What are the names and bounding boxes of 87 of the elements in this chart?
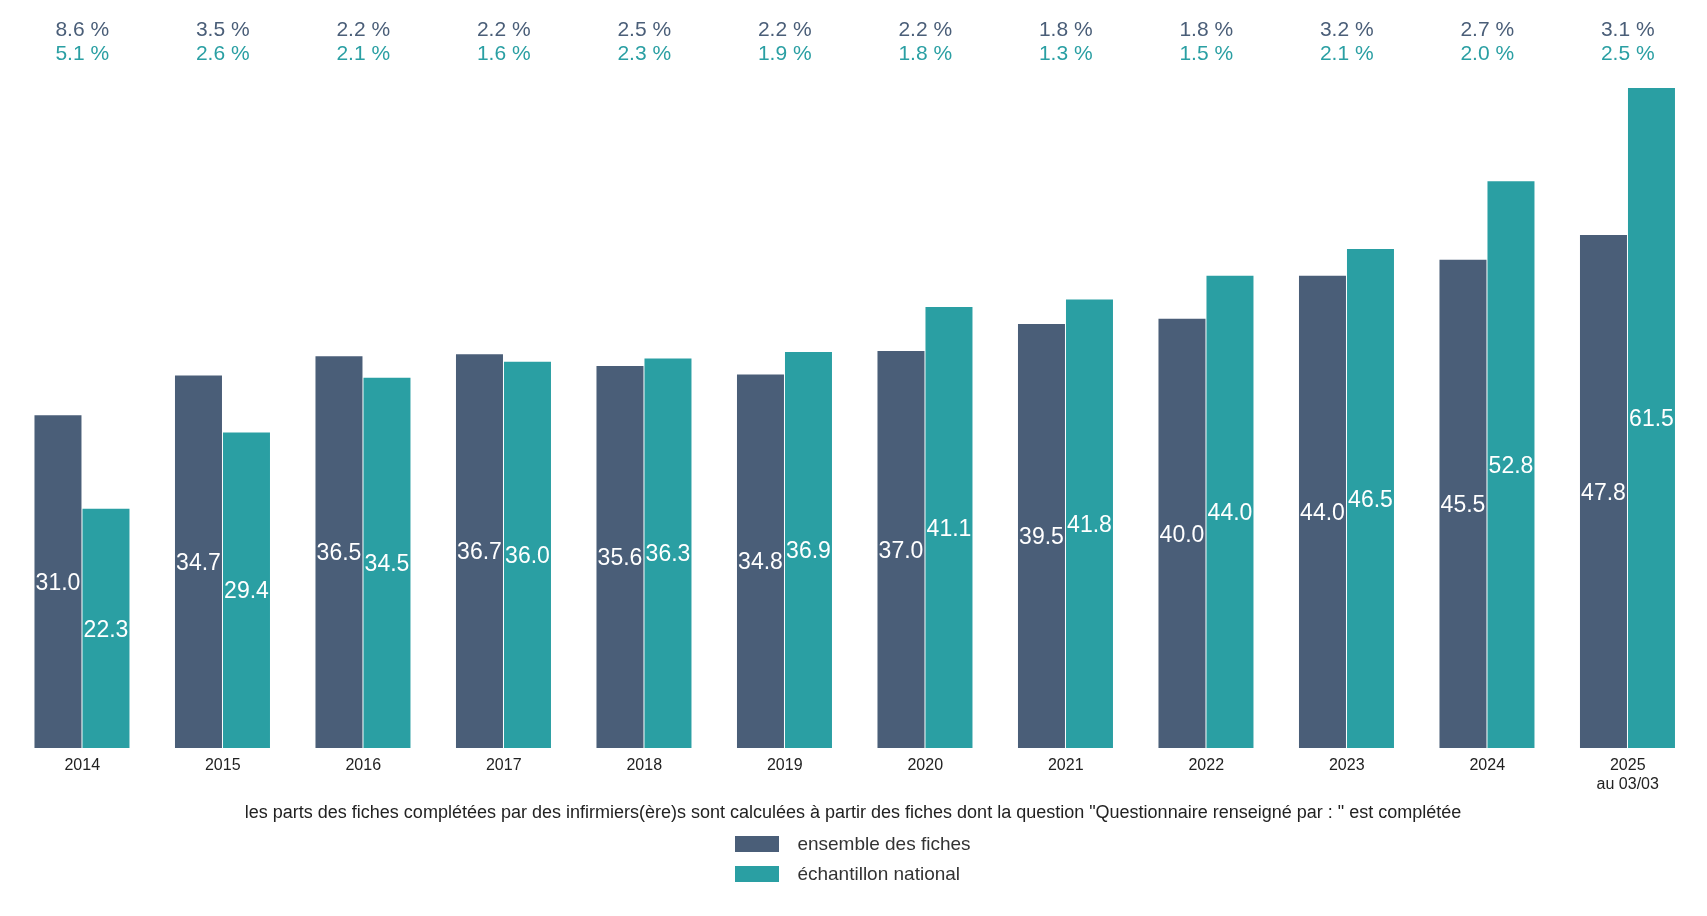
data-label: 36.7 bbox=[457, 538, 502, 565]
data-label: 22.3 bbox=[83, 615, 129, 642]
x-tick-label: 2020 bbox=[907, 756, 944, 773]
text: 2.2 % bbox=[476, 17, 531, 40]
text: 2.2 % bbox=[898, 17, 953, 40]
bar bbox=[644, 358, 692, 748]
bar bbox=[222, 432, 270, 748]
bar bbox=[34, 415, 82, 748]
bar bbox=[1206, 275, 1254, 748]
data-label: 36.3 bbox=[645, 540, 691, 567]
bar bbox=[1346, 248, 1394, 748]
data-label: 31.0 bbox=[35, 568, 81, 595]
text: 1.6 % bbox=[476, 41, 531, 64]
text: 1.8 % bbox=[1038, 17, 1093, 40]
x-tick-label: 2023 bbox=[1328, 756, 1365, 773]
data-label: 45.5 bbox=[1440, 491, 1486, 518]
text: 3.2 % bbox=[1319, 17, 1374, 40]
bar bbox=[596, 365, 644, 748]
data-label: 40.0 bbox=[1159, 520, 1205, 547]
data-label: 36.9 bbox=[786, 537, 831, 564]
x-tick-label: 2016 bbox=[345, 756, 382, 773]
text: les parts des fiches complétées par des infirmiers(ère)s sont calculées à partir des fiches dont la question "Questionnaire renseigné par : " est complétée bbox=[243, 802, 1463, 823]
x-tick-label: 2018 bbox=[626, 756, 663, 773]
bar bbox=[174, 375, 222, 748]
bar bbox=[925, 306, 973, 748]
text: 2.2 % bbox=[336, 17, 391, 40]
bar bbox=[1017, 324, 1065, 748]
bar bbox=[455, 354, 503, 748]
bar bbox=[363, 377, 411, 748]
data-label: 41.8 bbox=[1067, 510, 1112, 537]
data-label: 37.0 bbox=[878, 536, 924, 563]
data-label: 34.7 bbox=[176, 548, 221, 575]
data-label: 61.5 bbox=[1629, 405, 1674, 432]
text: 1.8 % bbox=[1179, 17, 1234, 40]
data-label: 46.5 bbox=[1348, 485, 1393, 512]
bar bbox=[1627, 88, 1675, 748]
data-label: 47.8 bbox=[1581, 478, 1626, 505]
text: 2.2 % bbox=[757, 17, 812, 40]
bar bbox=[736, 374, 784, 748]
bar bbox=[503, 361, 551, 748]
text: 2.1 % bbox=[1319, 41, 1374, 64]
text: 2.7 % bbox=[1460, 17, 1515, 40]
text: 1.9 % bbox=[757, 41, 812, 64]
text: 1.3 % bbox=[1038, 41, 1093, 64]
text: 3.5 % bbox=[195, 17, 250, 40]
text: 1.8 % bbox=[898, 41, 953, 64]
data-label: 36.0 bbox=[505, 541, 550, 568]
x-tick-label: 2022 bbox=[1188, 756, 1225, 773]
bar bbox=[877, 350, 925, 748]
x-tick-label: 2019 bbox=[766, 756, 803, 773]
text: 2.5 % bbox=[617, 17, 672, 40]
data-label: 44.0 bbox=[1207, 499, 1253, 526]
data-label: 44.0 bbox=[1300, 499, 1345, 526]
x-tick-label: 2024 bbox=[1469, 756, 1506, 773]
data-label: 34.5 bbox=[364, 550, 410, 577]
data-label: 52.8 bbox=[1488, 451, 1534, 478]
data-label: 39.5 bbox=[1019, 523, 1064, 550]
text: 1.5 % bbox=[1179, 41, 1234, 64]
x-tick-label: 2014 bbox=[64, 756, 101, 773]
bar bbox=[1158, 318, 1206, 748]
bar bbox=[1487, 181, 1535, 748]
bar bbox=[1439, 259, 1487, 748]
bar bbox=[1298, 275, 1346, 748]
data-label: 35.6 bbox=[597, 544, 643, 571]
text: 3.1 % bbox=[1600, 17, 1655, 40]
text: 8.6 % bbox=[55, 17, 110, 40]
bar bbox=[82, 508, 130, 748]
text: 2.5 % bbox=[1600, 41, 1655, 64]
legend-label: échantillon national bbox=[797, 863, 961, 885]
data-label: 34.8 bbox=[738, 548, 783, 575]
x-tick-label: 2017 bbox=[485, 756, 522, 773]
data-label: 41.1 bbox=[926, 514, 972, 541]
bar bbox=[1065, 299, 1113, 748]
bar bbox=[1579, 235, 1627, 748]
x-tick-label: 2015 bbox=[204, 756, 241, 773]
bar bbox=[315, 356, 363, 748]
data-label: 36.5 bbox=[316, 539, 362, 566]
bar bbox=[784, 352, 832, 748]
text: 2.0 % bbox=[1460, 41, 1515, 64]
text: 2.3 % bbox=[617, 41, 672, 64]
x-tick-label: 2021 bbox=[1047, 756, 1084, 773]
data-label: 29.4 bbox=[224, 577, 270, 604]
x-tick-label: 2025 au 03/03 bbox=[1596, 756, 1659, 792]
legend-label: ensemble des fiches bbox=[797, 833, 971, 855]
text: 5.1 % bbox=[55, 41, 110, 64]
text: 2.1 % bbox=[336, 41, 391, 64]
text: 2.6 % bbox=[195, 41, 250, 64]
